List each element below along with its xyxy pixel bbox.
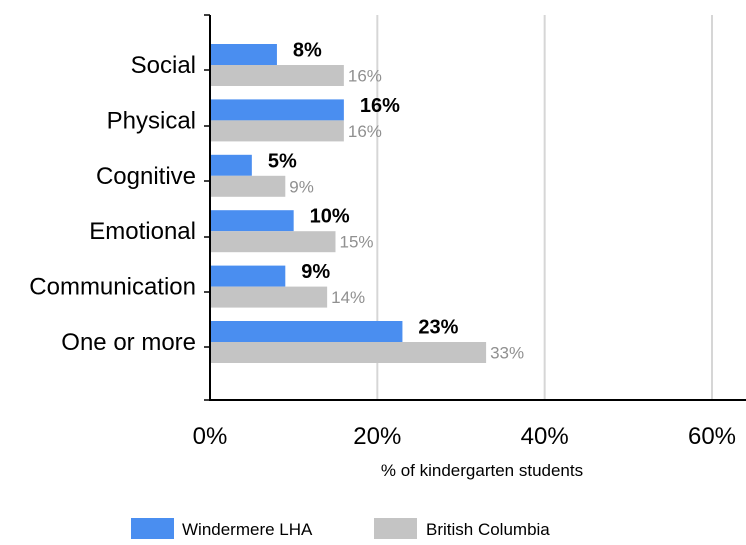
data-label: 33% [490, 344, 524, 363]
legend-swatch [131, 518, 174, 539]
x-tick-label: 40% [521, 423, 569, 450]
bar-windermere [210, 99, 344, 121]
bar-british-columbia [210, 175, 286, 197]
data-labels: 8%16%16%16%5%9%10%15%9%14%23%33% [268, 40, 524, 363]
x-tick-label: 0% [193, 423, 228, 450]
bar-british-columbia [210, 120, 344, 142]
data-label: 8% [293, 40, 322, 62]
data-label: 15% [340, 233, 374, 252]
data-label: 9% [301, 261, 330, 283]
bar-windermere [210, 265, 286, 287]
data-label: 16% [348, 122, 382, 141]
legend: Windermere LHA British Columbia [131, 518, 550, 539]
legend-label: Windermere LHA [182, 520, 313, 539]
x-axis-title: % of kindergarten students [381, 461, 583, 480]
bar-windermere [210, 321, 403, 342]
bar-windermere [210, 154, 252, 176]
axes: 0% 20% 40% 60% Social Physical Cognitive Emotio… [29, 14, 746, 450]
bars [210, 44, 487, 363]
bar-british-columbia [210, 286, 328, 308]
legend-label: British Columbia [426, 520, 550, 539]
data-label: 9% [289, 177, 314, 196]
data-label: 16% [348, 67, 382, 86]
category-label: Social [131, 52, 196, 79]
bar-windermere [210, 210, 294, 232]
bar-british-columbia [210, 231, 336, 253]
x-tick-label: 60% [688, 423, 736, 450]
data-label: 10% [310, 206, 350, 228]
bar-british-columbia [210, 342, 487, 363]
bar-british-columbia [210, 65, 344, 86]
category-label: Emotional [89, 218, 196, 245]
category-label: One or more [61, 329, 196, 356]
category-label: Cognitive [96, 163, 196, 190]
x-tick-label: 20% [353, 423, 401, 450]
data-label: 14% [331, 288, 365, 307]
data-label: 16% [360, 95, 400, 117]
bar-windermere [210, 44, 277, 65]
legend-swatch [374, 518, 417, 539]
category-label: Communication [29, 274, 196, 301]
data-label: 5% [268, 150, 297, 172]
data-label: 23% [418, 317, 458, 339]
category-label: Physical [107, 107, 196, 134]
